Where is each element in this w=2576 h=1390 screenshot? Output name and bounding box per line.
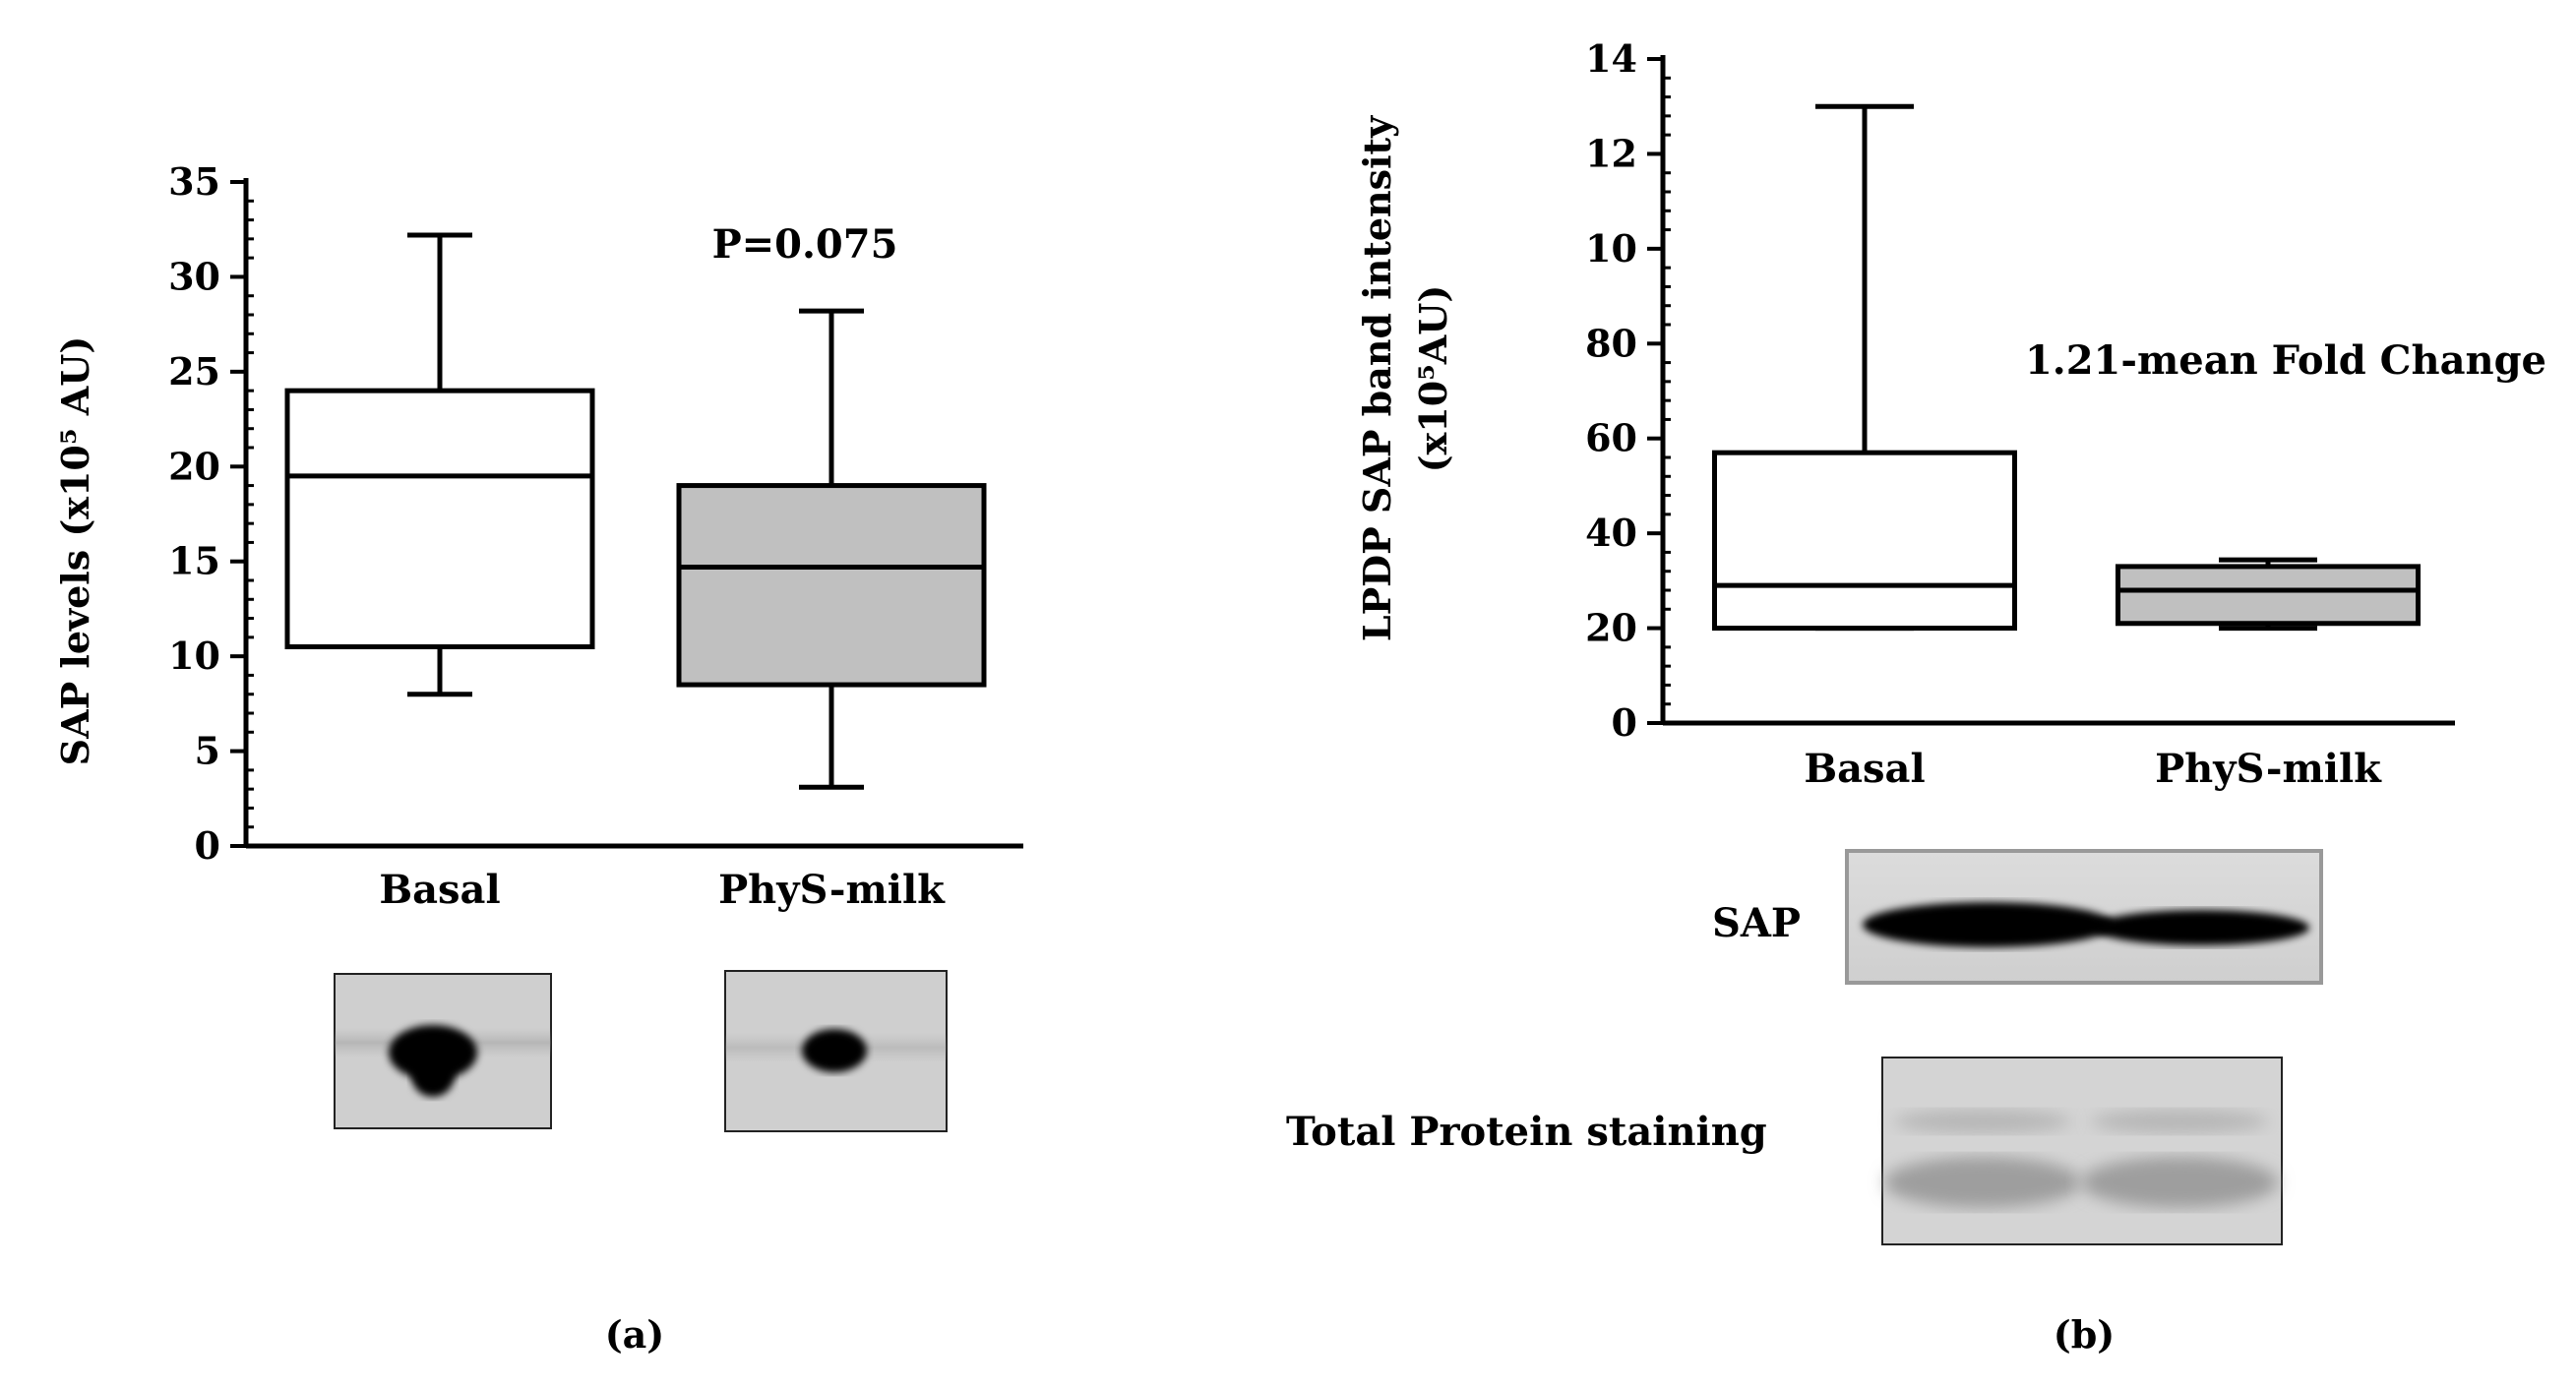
box-basal (1712, 450, 2017, 632)
y-tick-label: 10 (1585, 226, 1637, 271)
y-tick-label: 15 (168, 539, 220, 583)
y-axis-label: SAP levels (x10⁵ AU) (53, 336, 97, 766)
category-label: Basal (379, 867, 500, 913)
y-tick-label: 12 (1585, 131, 1637, 175)
panel-label-b: (b) (2054, 1312, 2116, 1357)
y-tick-label: 14 (1585, 36, 1637, 81)
total-protein-blot (1881, 1057, 2283, 1245)
y-tick-label: 25 (168, 349, 220, 393)
sap-blot-label: SAP (1712, 900, 1801, 946)
y-tick-label: 0 (1612, 700, 1637, 745)
box-basal (284, 388, 595, 649)
y-tick-label: 60 (1585, 416, 1637, 460)
chart-a: 0 5 10 15 20 25 30 35 Basal PhyS-milk P=0.075 SAP l… (53, 159, 1023, 913)
y-tick-label: 0 (195, 823, 220, 868)
panel-label-a: (a) (605, 1312, 665, 1357)
y-tick-label: 30 (168, 254, 220, 298)
annotation: P=0.075 (712, 221, 898, 268)
y-axis-label-line1: LPDP SAP band intensity (1355, 115, 1399, 641)
y-tick-label: 80 (1585, 321, 1637, 365)
y-tick-label: 40 (1585, 511, 1637, 555)
y-tick-label: 35 (168, 159, 220, 204)
box-phys-milk (676, 483, 987, 688)
total-protein-label: Total Protein staining (1286, 1109, 1767, 1155)
category-label: Basal (1804, 746, 1925, 792)
y-tick-label: 20 (168, 444, 220, 488)
gel-spot-phys-milk (724, 970, 948, 1132)
box-phys-milk (2116, 564, 2421, 627)
western-blot-sap (1845, 849, 2323, 985)
y-tick-label: 10 (168, 634, 220, 678)
chart-b: 0 20 40 60 80 10 12 14 Basal PhyS-milk 1.21-mean F… (1355, 36, 2546, 792)
category-label: PhyS-milk (2155, 746, 2382, 792)
gel-spot-basal (334, 973, 552, 1129)
y-axis-label-line2: (x10⁵AU) (1411, 285, 1455, 473)
category-label: PhyS-milk (718, 867, 946, 913)
y-tick-label: 5 (195, 729, 220, 773)
y-tick-label: 20 (1585, 606, 1637, 650)
annotation: 1.21-mean Fold Change (2025, 337, 2546, 384)
